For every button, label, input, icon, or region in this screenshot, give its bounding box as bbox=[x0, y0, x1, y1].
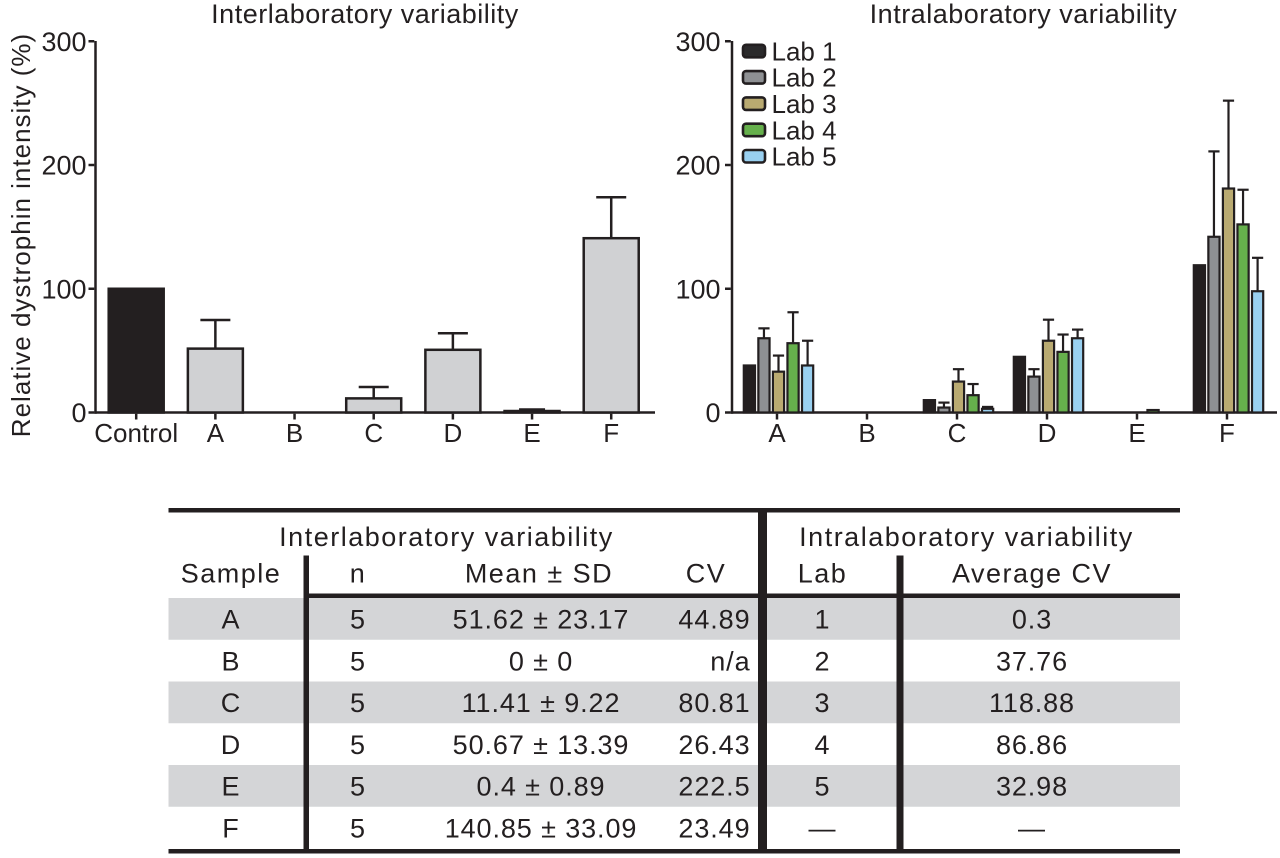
svg-text:—: — bbox=[809, 813, 837, 843]
svg-text:Interlaboratory variability: Interlaboratory variability bbox=[211, 0, 519, 29]
svg-text:n/a: n/a bbox=[710, 646, 750, 676]
svg-text:D: D bbox=[443, 418, 462, 448]
svg-text:C: C bbox=[948, 418, 967, 448]
svg-text:100: 100 bbox=[675, 274, 720, 304]
svg-text:E: E bbox=[222, 772, 241, 802]
svg-text:5: 5 bbox=[350, 646, 366, 676]
svg-text:Mean ± SD: Mean ± SD bbox=[465, 559, 613, 589]
svg-text:C: C bbox=[364, 418, 383, 448]
svg-text:Lab 2: Lab 2 bbox=[772, 63, 837, 93]
svg-text:Intralaboratory variability: Intralaboratory variability bbox=[799, 522, 1134, 552]
svg-text:—: — bbox=[1018, 813, 1046, 843]
svg-text:B: B bbox=[858, 418, 875, 448]
svg-text:86.86: 86.86 bbox=[996, 730, 1068, 760]
svg-text:11.41 ± 9.22: 11.41 ± 9.22 bbox=[462, 688, 621, 718]
svg-text:Lab 3: Lab 3 bbox=[772, 89, 837, 119]
svg-text:A: A bbox=[207, 418, 225, 448]
svg-text:0.3: 0.3 bbox=[1012, 605, 1052, 635]
svg-text:80.81: 80.81 bbox=[678, 688, 750, 718]
svg-text:200: 200 bbox=[41, 151, 86, 181]
svg-text:Control: Control bbox=[94, 418, 178, 448]
svg-text:F: F bbox=[222, 813, 239, 843]
svg-text:F: F bbox=[603, 418, 619, 448]
svg-text:100: 100 bbox=[41, 274, 86, 304]
svg-text:5: 5 bbox=[815, 772, 831, 802]
svg-text:E: E bbox=[1128, 418, 1145, 448]
svg-text:C: C bbox=[221, 688, 241, 718]
svg-text:B: B bbox=[286, 418, 303, 448]
svg-text:D: D bbox=[221, 730, 241, 760]
svg-text:5: 5 bbox=[350, 813, 366, 843]
svg-text:140.85 ± 33.09: 140.85 ± 33.09 bbox=[445, 813, 638, 843]
svg-text:23.49: 23.49 bbox=[678, 813, 750, 843]
svg-text:E: E bbox=[523, 418, 540, 448]
svg-text:Intralaboratory variability: Intralaboratory variability bbox=[870, 0, 1178, 29]
svg-text:0: 0 bbox=[71, 398, 86, 428]
svg-text:118.88: 118.88 bbox=[989, 688, 1075, 718]
svg-text:5: 5 bbox=[350, 605, 366, 635]
svg-text:0: 0 bbox=[705, 398, 720, 428]
svg-text:Interlaboratory variability: Interlaboratory variability bbox=[279, 522, 614, 552]
svg-text:0.4 ± 0.89: 0.4 ± 0.89 bbox=[477, 772, 606, 802]
svg-text:50.67 ± 13.39: 50.67 ± 13.39 bbox=[453, 730, 630, 760]
svg-text:32.98: 32.98 bbox=[996, 772, 1068, 802]
svg-text:B: B bbox=[222, 646, 241, 676]
svg-text:D: D bbox=[1038, 418, 1057, 448]
svg-text:1: 1 bbox=[815, 605, 831, 635]
svg-text:5: 5 bbox=[350, 772, 366, 802]
svg-text:26.43: 26.43 bbox=[678, 730, 750, 760]
svg-text:F: F bbox=[1219, 418, 1235, 448]
svg-text:Lab: Lab bbox=[798, 559, 848, 589]
svg-text:A: A bbox=[768, 418, 786, 448]
svg-text:CV: CV bbox=[686, 559, 727, 589]
svg-text:44.89: 44.89 bbox=[678, 605, 750, 635]
svg-text:2: 2 bbox=[815, 646, 831, 676]
svg-text:Relative dystrophin intensity: Relative dystrophin intensity (%) bbox=[6, 33, 36, 437]
svg-text:Lab 5: Lab 5 bbox=[772, 142, 837, 172]
svg-text:222.5: 222.5 bbox=[678, 772, 750, 802]
svg-text:5: 5 bbox=[350, 730, 366, 760]
svg-text:4: 4 bbox=[815, 730, 831, 760]
svg-text:A: A bbox=[222, 605, 241, 635]
svg-text:200: 200 bbox=[675, 151, 720, 181]
svg-text:Average CV: Average CV bbox=[952, 559, 1112, 589]
svg-text:Sample: Sample bbox=[181, 559, 282, 589]
svg-text:5: 5 bbox=[350, 688, 366, 718]
svg-text:51.62 ± 23.17: 51.62 ± 23.17 bbox=[453, 605, 630, 635]
svg-text:n: n bbox=[350, 559, 367, 589]
svg-text:Lab 1: Lab 1 bbox=[772, 36, 837, 66]
svg-text:300: 300 bbox=[41, 27, 86, 57]
svg-text:0 ± 0: 0 ± 0 bbox=[509, 646, 573, 676]
svg-text:300: 300 bbox=[675, 27, 720, 57]
svg-text:37.76: 37.76 bbox=[996, 646, 1068, 676]
svg-text:3: 3 bbox=[815, 688, 831, 718]
svg-text:Lab 4: Lab 4 bbox=[772, 115, 837, 145]
